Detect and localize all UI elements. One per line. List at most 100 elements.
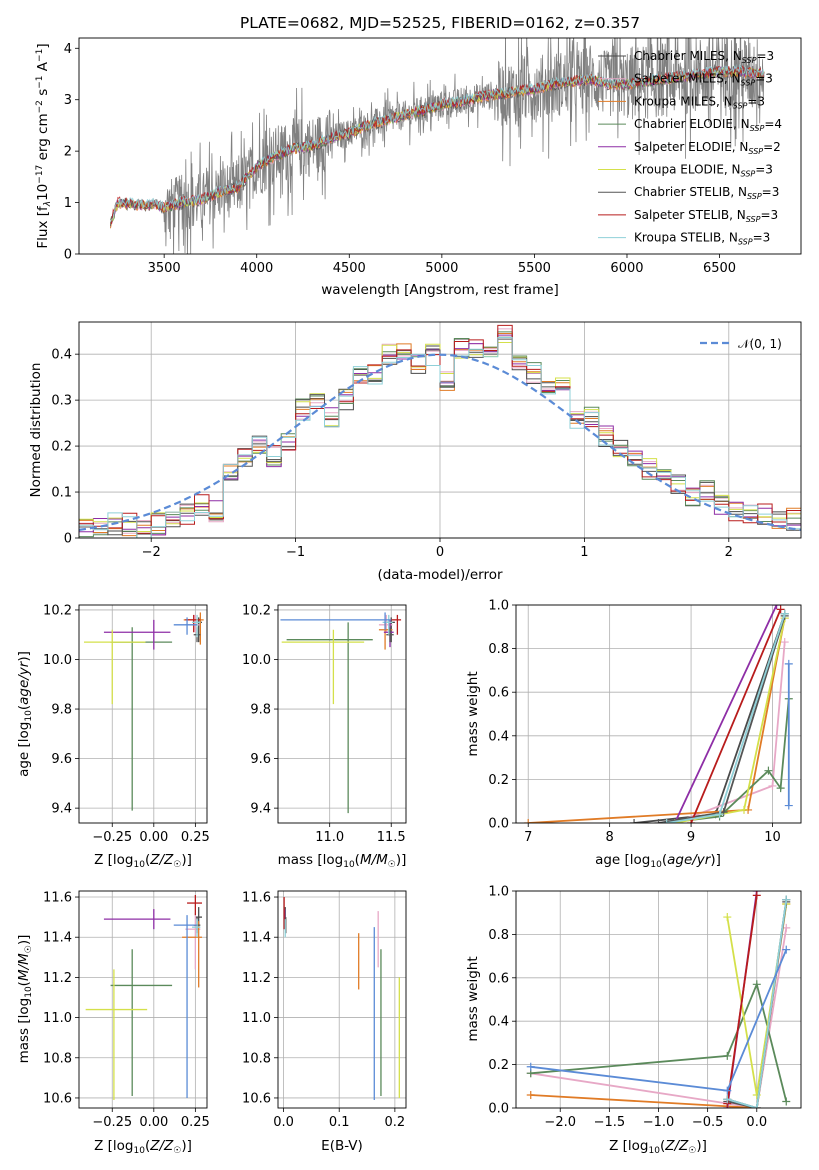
- errorbar-point: [391, 614, 402, 635]
- x-tick-label: 0.0: [273, 1115, 294, 1130]
- weight-marker: [784, 801, 793, 810]
- errorbar-point: [286, 622, 373, 814]
- plot-area: [85, 895, 203, 1100]
- y-tick-label: 0.0: [488, 817, 509, 832]
- x-tick-label: −1.5: [594, 1115, 626, 1130]
- legend-entry: Salpeter STELIB, NSSP=3: [634, 208, 778, 224]
- weight-line: [673, 605, 778, 823]
- y-tick-label: 0.3: [51, 394, 72, 409]
- x-tick-label: 0.00: [139, 1115, 168, 1130]
- axes-frame: [78, 890, 208, 1109]
- y-tick-label: 1.0: [488, 885, 509, 900]
- x-axis-label: Z [log10(Z/Z☉)]: [94, 852, 192, 870]
- y-tick-label: 0.8: [488, 928, 509, 943]
- errorbar-point: [185, 913, 201, 970]
- x-axis-label: Z [log10(Z/Z☉)]: [609, 1138, 707, 1156]
- x-tick-label: 10: [764, 830, 781, 845]
- errorbar-point: [103, 619, 171, 650]
- y-tick-label: 11.2: [242, 971, 271, 986]
- axes-mass-vs-Z: −0.25 0.00 0.25 10.6 10.8 11.0 11.2 11.4 11.6 Z […: [16, 891, 210, 1156]
- errorbar-point: [182, 921, 203, 988]
- weight-marker: [752, 891, 761, 900]
- axes-residuals: −2 −1 0 1 2 0 0.1 0.2 0.3 0.4 𝒩(0, 1) (data-model)/…: [28, 321, 802, 583]
- x-tick-label: 4500: [333, 261, 366, 276]
- y-tick-label: 11.4: [43, 931, 72, 946]
- axes-age-vs-mass: 11.0 11.5 9.4 9.6 9.8 10.0 10.2 mass [log10(M/M…: [242, 603, 407, 870]
- y-tick-label: 0.4: [51, 348, 72, 363]
- spectrum-title: PLATE=0682, MJD=52525, FIBERID=0162, z=0…: [240, 14, 640, 32]
- spectrum-y-label: Flux [fλ10−17 erg cm−2 s−1 A−1]: [35, 43, 53, 248]
- axes-mass-vs-EBV: 0.0 0.1 0.2 10.6 10.8 11.0 11.2 11.4 11.6 E(B-V): [242, 891, 407, 1154]
- weight-marker: [782, 945, 791, 954]
- residual-x-label: (data-model)/error: [377, 567, 503, 583]
- y-tick-label: 11.4: [242, 931, 271, 946]
- y-tick-label: 2: [64, 145, 72, 160]
- x-tick-label: 3500: [148, 261, 181, 276]
- x-axis-label: Z [log10(Z/Z☉)]: [94, 1138, 192, 1156]
- weight-marker: [723, 1051, 732, 1060]
- errorbar-point: [173, 617, 198, 635]
- x-tick-label: 0.1: [329, 1115, 350, 1130]
- weight-marker: [780, 638, 789, 647]
- weight-marker: [768, 781, 777, 790]
- x-tick-label: −1: [286, 545, 305, 560]
- gaussian-curve: [79, 353, 801, 531]
- y-tick-label: 10.0: [43, 653, 72, 668]
- y-tick-label: 11.6: [43, 891, 72, 906]
- y-tick-label: 9.6: [250, 752, 271, 767]
- y-tick-label: 10.6: [43, 1091, 72, 1106]
- x-tick-label: 2: [725, 545, 733, 560]
- weight-marker: [752, 1104, 761, 1108]
- weight-marker: [654, 819, 663, 823]
- plot-area: [524, 605, 793, 823]
- y-axis-label: mass weight: [465, 671, 481, 756]
- weight-marker: [776, 605, 785, 614]
- errorbar-point: [280, 612, 392, 630]
- x-tick-label: −0.25: [92, 830, 132, 845]
- y-tick-label: 0.2: [488, 773, 509, 788]
- x-tick-label: 0.0: [746, 1115, 767, 1130]
- y-tick-label: 11.0: [242, 1011, 271, 1026]
- y-tick-label: 10.6: [242, 1091, 271, 1106]
- legend-entry: Chabrier MILES, NSSP=3: [634, 49, 774, 65]
- axes-age-vs-Z: −0.25 0.00 0.25 9.4 9.6 9.8 10.0 10.2 Z [log10(Z…: [16, 603, 210, 870]
- x-tick-label: 11.0: [315, 830, 344, 845]
- weight-line: [530, 927, 788, 1108]
- x-tick-label: 0.00: [139, 830, 168, 845]
- y-tick-label: 1.0: [488, 599, 509, 614]
- y-tick-label: 4: [64, 42, 72, 57]
- weight-marker: [784, 659, 793, 668]
- y-tick-label: 0.4: [488, 729, 509, 744]
- y-tick-label: 0: [64, 532, 72, 547]
- y-tick-label: 9.8: [250, 703, 271, 718]
- errorbar-point: [192, 614, 201, 638]
- y-tick-label: 0: [64, 248, 72, 263]
- y-tick-label: 9.6: [51, 752, 72, 767]
- axes-spectrum: 3500 4000 4500 5000 5500 6000 6500 0 1 2 3 4 wavelen…: [35, 37, 802, 298]
- weight-marker: [780, 609, 789, 618]
- legend-entry: Kroupa ELODIE, NSSP=3: [634, 163, 773, 179]
- x-tick-label: −1.0: [643, 1115, 675, 1130]
- weight-series: [526, 980, 791, 1106]
- y-tick-label: 0.2: [51, 440, 72, 455]
- weight-series: [687, 605, 785, 823]
- errorbar-point: [185, 614, 201, 633]
- x-tick-label: 4000: [240, 261, 273, 276]
- axes-frame: [78, 321, 802, 539]
- y-tick-label: 0.6: [488, 971, 509, 986]
- y-tick-label: 10.0: [242, 653, 271, 668]
- axes-frame: [78, 37, 802, 255]
- weight-marker: [526, 1090, 535, 1099]
- x-tick-label: −2.0: [544, 1115, 576, 1130]
- residual-y-label: Normed distribution: [28, 363, 44, 498]
- errorbar-point: [187, 895, 203, 916]
- axes-massweight-vs-age: 7 8 9 10 0.0 0.2 0.4 0.6 0.8 1.0 age [log10(age/yr…: [465, 599, 802, 870]
- weight-series: [784, 659, 793, 810]
- weight-marker: [776, 784, 785, 793]
- weight-series: [526, 945, 791, 1095]
- weight-marker: [740, 805, 748, 814]
- weight-marker: [526, 1062, 535, 1071]
- errorbar-point: [386, 627, 394, 643]
- y-tick-label: 0.0: [488, 1102, 509, 1117]
